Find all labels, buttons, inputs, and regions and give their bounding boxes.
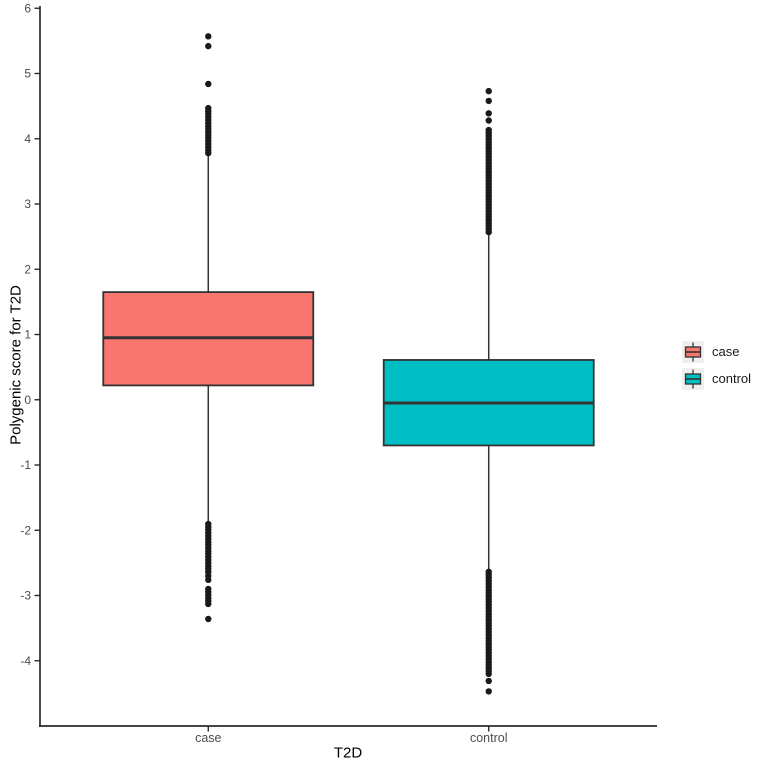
outlier-point xyxy=(485,126,492,134)
y-tick-label: 4 xyxy=(24,132,31,146)
y-tick-label: 6 xyxy=(24,1,31,15)
y-tick-label: 0 xyxy=(24,393,31,407)
outlier-point xyxy=(485,117,492,124)
y-tick-label: 2 xyxy=(24,262,31,276)
outlier-point xyxy=(205,520,212,528)
outlier-point xyxy=(205,42,212,50)
boxplot-case xyxy=(102,33,315,623)
outlier-point xyxy=(485,97,492,105)
outlier-point xyxy=(205,585,212,593)
outlier-point xyxy=(485,87,492,95)
outlier-point xyxy=(485,110,492,117)
y-axis-title: Polygenic score for T2D xyxy=(7,285,25,445)
legend-label: case xyxy=(712,344,740,359)
outlier-point xyxy=(205,615,212,623)
outlier-point xyxy=(205,80,212,88)
outlier-point xyxy=(205,33,212,40)
boxplot-control xyxy=(382,87,595,695)
outlier-point xyxy=(205,576,212,584)
y-tick-label: 3 xyxy=(24,197,31,211)
y-tick-label: -4 xyxy=(20,654,31,668)
x-tick-label: control xyxy=(470,731,508,745)
x-axis-title: T2D xyxy=(333,744,363,762)
legend-entry-case: case xyxy=(682,341,751,363)
legend: case control xyxy=(682,341,751,390)
outlier-point xyxy=(485,688,492,695)
legend-entry-control: control xyxy=(682,368,751,390)
x-tick-label: case xyxy=(195,731,221,745)
y-tick-label: -3 xyxy=(20,589,31,603)
legend-label: control xyxy=(712,371,752,386)
outlier-point xyxy=(205,104,212,112)
y-tick-label: 5 xyxy=(24,67,31,81)
outlier-point xyxy=(485,568,492,576)
y-tick-label: 1 xyxy=(24,328,31,342)
outlier-point xyxy=(485,677,492,685)
y-tick-label: -1 xyxy=(20,458,31,472)
legend-key-boxplot-icon xyxy=(682,368,704,390)
y-tick-label: -2 xyxy=(20,523,31,537)
legend-key-boxplot-icon xyxy=(682,341,704,363)
